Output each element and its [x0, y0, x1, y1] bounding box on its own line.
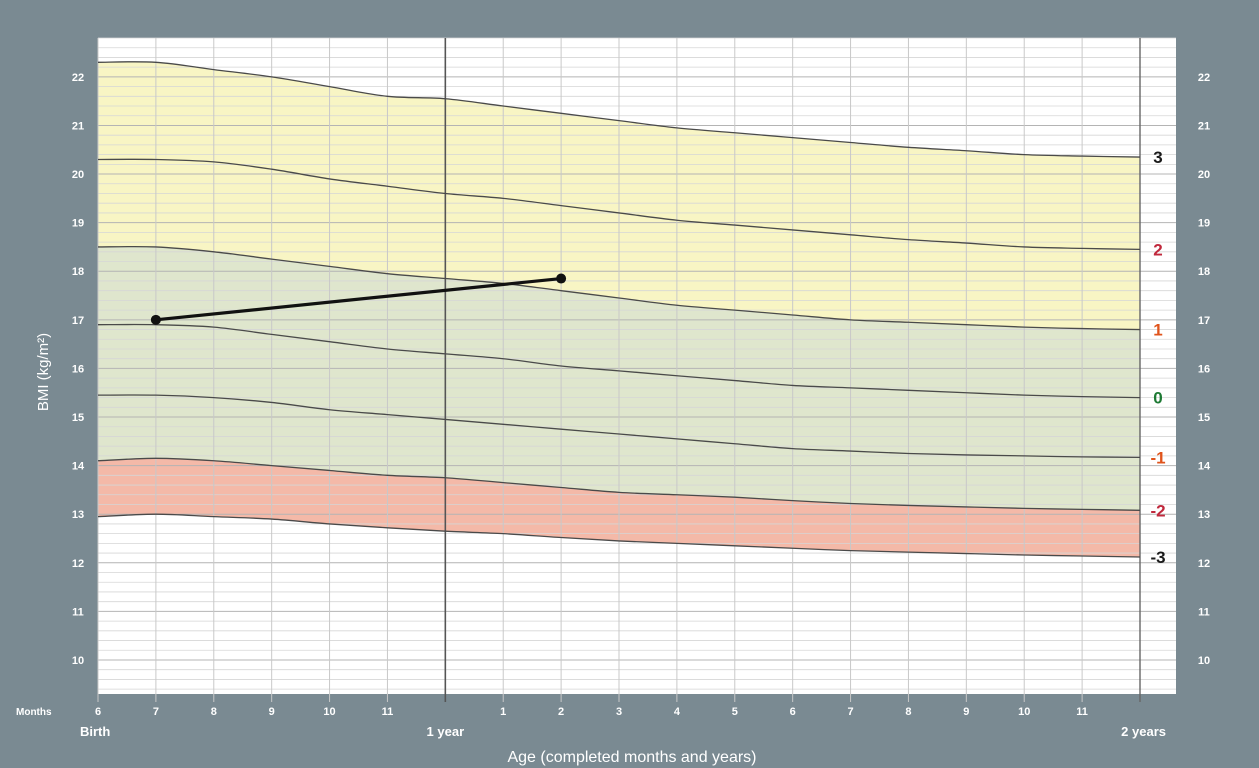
- x-tick-label: 10: [323, 706, 335, 718]
- y-tick-label-left: 11: [72, 606, 84, 618]
- curve-label-2: 2: [1153, 240, 1162, 259]
- reference-curve-3: [97, 61, 1141, 158]
- x-major-age-label: 2 years: [1121, 724, 1166, 739]
- reference-curve--2: [97, 457, 1141, 511]
- y-tick-label-left: 14: [72, 461, 85, 473]
- y-tick-label-right: 14: [1198, 461, 1211, 473]
- patient-bmi-point-1: [556, 273, 567, 284]
- x-major-age-label: Birth: [80, 724, 110, 739]
- x-tick-label: 7: [153, 706, 159, 718]
- x-tick-label: 11: [382, 706, 394, 718]
- y-tick-label-right: 10: [1198, 655, 1210, 667]
- curve-label--2: -2: [1150, 501, 1165, 520]
- y-tick-label-right: 21: [1198, 120, 1210, 132]
- y-tick-label-left: 12: [72, 558, 84, 570]
- curve-layer: [97, 61, 1141, 558]
- patient-bmi-line: [155, 276, 562, 322]
- y-tick-label-left: 17: [72, 315, 84, 327]
- y-tick-label-right: 22: [1198, 72, 1210, 84]
- x-tick-label: 5: [732, 706, 738, 718]
- y-tick-label-left: 18: [72, 266, 84, 278]
- y-tick-label-left: 21: [72, 120, 84, 132]
- y-tick-label-left: 22: [72, 72, 84, 84]
- x-tick-label: 10: [1018, 706, 1030, 718]
- x-tick-label: 2: [558, 706, 564, 718]
- curve-label--3: -3: [1150, 548, 1165, 567]
- x-tick-label: 6: [790, 706, 796, 718]
- x-tick-label: 9: [269, 706, 275, 718]
- y-tick-label-left: 13: [72, 509, 84, 521]
- x-tick-label: 8: [905, 706, 911, 718]
- x-tick-label: 4: [674, 706, 681, 718]
- reference-curve-1: [97, 245, 1141, 331]
- curve-label-0: 0: [1153, 389, 1162, 408]
- grid-layer: [97, 37, 1176, 702]
- curve-label-1: 1: [1153, 321, 1162, 340]
- y-axis-title: BMI (kg/m²): [35, 333, 52, 411]
- y-tick-label-right: 20: [1198, 169, 1210, 181]
- curve-label--1: -1: [1150, 448, 1165, 467]
- y-tick-label-right: 12: [1198, 558, 1210, 570]
- reference-curve-0: [97, 323, 1141, 399]
- y-tick-label-right: 18: [1198, 266, 1210, 278]
- x-tick-label: 3: [616, 706, 622, 718]
- reference-curve-2: [97, 158, 1141, 251]
- y-tick-label-left: 10: [72, 655, 84, 667]
- y-tick-label-right: 15: [1198, 412, 1210, 424]
- reference-curve--3: [97, 513, 1141, 558]
- x-major-age-label: 1 year: [427, 724, 465, 739]
- x-tick-label: 11: [1076, 706, 1088, 718]
- reference-curve--1: [97, 394, 1141, 458]
- y-tick-label-left: 20: [72, 169, 84, 181]
- x-tick-label: 1: [500, 706, 506, 718]
- y-tick-label-left: 19: [72, 218, 84, 230]
- y-tick-label-left: 16: [72, 363, 84, 375]
- months-axis-label: Months: [16, 707, 52, 718]
- y-tick-label-right: 19: [1198, 218, 1210, 230]
- y-tick-label-left: 15: [72, 412, 84, 424]
- x-tick-label: 9: [963, 706, 969, 718]
- patient-plot-layer: [150, 273, 567, 325]
- x-tick-label: 6: [95, 706, 101, 718]
- y-tick-label-right: 13: [1198, 509, 1210, 521]
- curve-label-3: 3: [1153, 148, 1162, 167]
- x-axis-title: Age (completed months and years): [507, 749, 756, 766]
- y-tick-label-right: 17: [1198, 315, 1210, 327]
- x-tick-label: 8: [211, 706, 217, 718]
- y-tick-label-right: 11: [1198, 606, 1210, 618]
- x-tick-label: 7: [847, 706, 853, 718]
- patient-bmi-point-0: [150, 314, 161, 325]
- y-tick-label-right: 16: [1198, 363, 1210, 375]
